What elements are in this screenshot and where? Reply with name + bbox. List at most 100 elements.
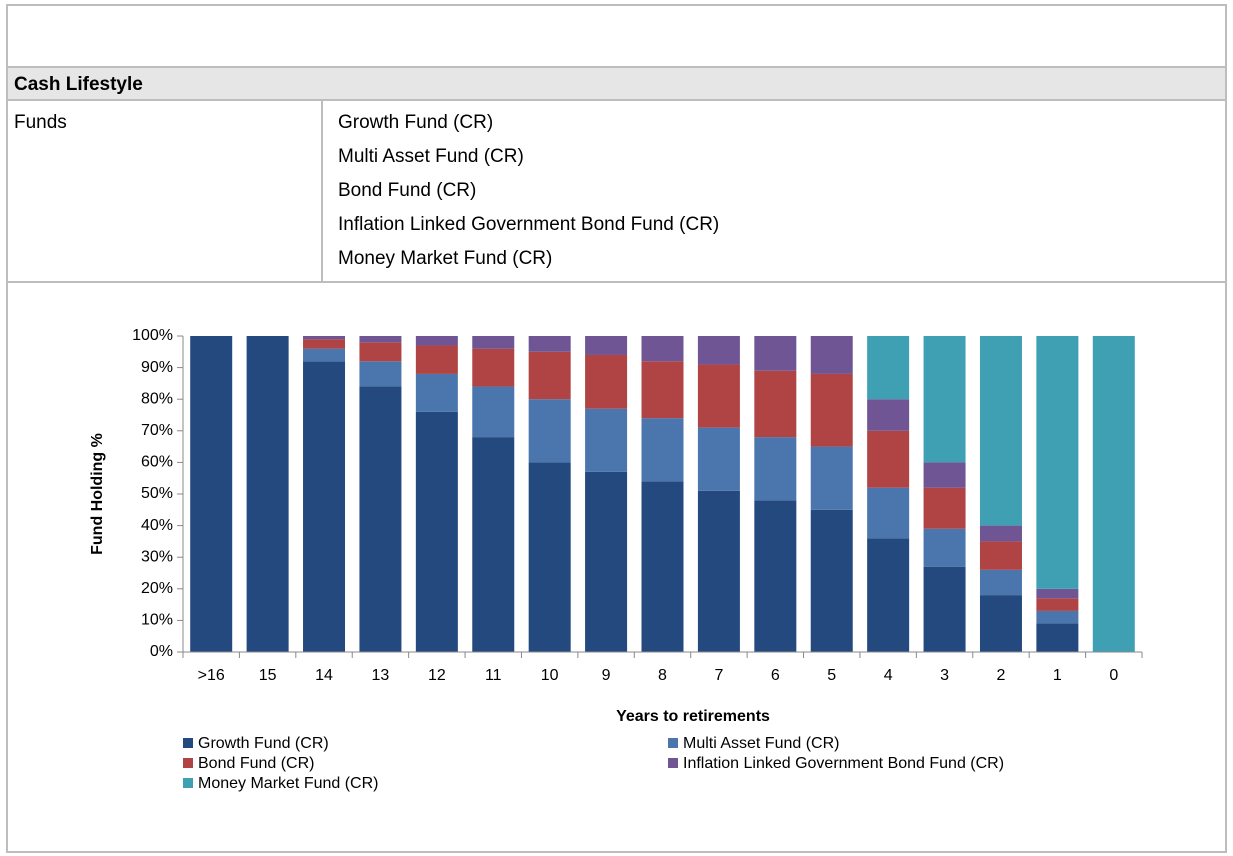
fund-item: Money Market Fund (CR) [338,248,553,269]
bar-segment [585,471,628,652]
funds-row [6,99,1227,283]
x-tick-label: 13 [372,667,390,684]
bar-segment [472,437,515,652]
x-tick-label: 6 [771,667,780,684]
bar-segment [1036,336,1079,589]
y-tick-label: 80% [141,390,173,407]
x-tick-label: 14 [315,667,333,684]
bar-segment [415,411,458,652]
y-tick-label: 90% [141,359,173,376]
bar-segment [190,336,233,652]
bar-segment [359,336,402,343]
bar-segment [697,364,740,428]
x-tick-label: 9 [602,667,611,684]
bar-segment [979,541,1022,570]
legend-label: Multi Asset Fund (CR) [683,735,839,752]
x-tick-label: 0 [1109,667,1118,684]
x-tick-label: 1 [1053,667,1062,684]
fund-item: Inflation Linked Government Bond Fund (C… [338,214,720,235]
bar-segment [754,437,797,501]
y-tick-label: 100% [132,327,173,344]
x-tick-label: 12 [428,667,446,684]
bar-segment [359,342,402,362]
y-tick-label: 70% [141,422,173,439]
legend-swatch [183,778,193,788]
bar-segment [923,336,966,463]
bar-segment [979,569,1022,596]
bar-segment [923,487,966,529]
bar-segment [641,336,684,362]
bar-segment [810,336,853,374]
bar-segment [528,351,571,400]
x-tick-label: 3 [940,667,949,684]
bar-segment [585,354,628,409]
bar-segment [697,427,740,491]
bar-segment [1092,336,1135,652]
bar-segment [303,348,346,362]
x-tick-label: 2 [997,667,1006,684]
bar-segment [359,386,402,652]
bar-segment [303,361,346,652]
bar-segment [303,339,346,349]
x-tick-label: 7 [714,667,723,684]
y-axis-title: Fund Holding % [89,433,106,555]
bar-segment [246,336,289,652]
bar-segment [303,336,346,340]
outer-frame [6,4,1227,853]
bar-segment [1036,610,1079,624]
x-tick-label: 5 [827,667,836,684]
bar-segment [528,399,571,463]
bar-segment [867,399,910,431]
legend-label: Inflation Linked Government Bond Fund (C… [683,755,1004,772]
bar-segment [923,528,966,567]
bar-segment [867,487,910,539]
bar-segment [923,462,966,488]
bar-segment [641,361,684,419]
bar-segment [810,509,853,652]
bar-segment [415,373,458,412]
y-tick-label: 60% [141,454,173,471]
header-title: Cash Lifestyle [14,74,143,95]
bar-segment [641,418,684,482]
bar-segment [867,538,910,652]
legend-swatch [183,758,193,768]
legend-label: Bond Fund (CR) [198,755,315,772]
bar-segment [1036,588,1079,599]
legend-label: Growth Fund (CR) [198,735,329,752]
bar-segment [754,336,797,371]
bar-segment [528,336,571,352]
bar-segment [810,373,853,447]
bar-segment [979,336,1022,526]
bar-segment [697,336,740,365]
bar-segment [754,370,797,438]
column-divider [321,100,323,282]
bar-segment [867,430,910,488]
bar-segment [1036,623,1079,652]
fund-item: Growth Fund (CR) [338,112,494,133]
bar-segment [979,525,1022,542]
bar-segment [754,500,797,652]
bar-segment [415,345,458,374]
bar-segment [867,336,910,400]
legend-swatch [668,738,678,748]
bar-segment [923,566,966,652]
fund-item: Multi Asset Fund (CR) [338,146,524,167]
y-tick-label: 30% [141,548,173,565]
bar-segment [528,462,571,652]
y-tick-label: 50% [141,485,173,502]
bar-segment [641,481,684,652]
bar-segment [472,386,515,438]
bar-segment [810,446,853,510]
legend-swatch [183,738,193,748]
x-axis-title: Years to retirements [616,708,770,725]
x-tick-label: 8 [658,667,667,684]
y-tick-label: 10% [141,612,173,629]
bar-segment [1036,598,1079,611]
bar-segment [472,348,515,387]
legend-swatch [668,758,678,768]
y-tick-label: 0% [150,643,173,660]
bar-segment [585,408,628,472]
bar-segment [359,361,402,387]
bar-segment [472,336,515,349]
